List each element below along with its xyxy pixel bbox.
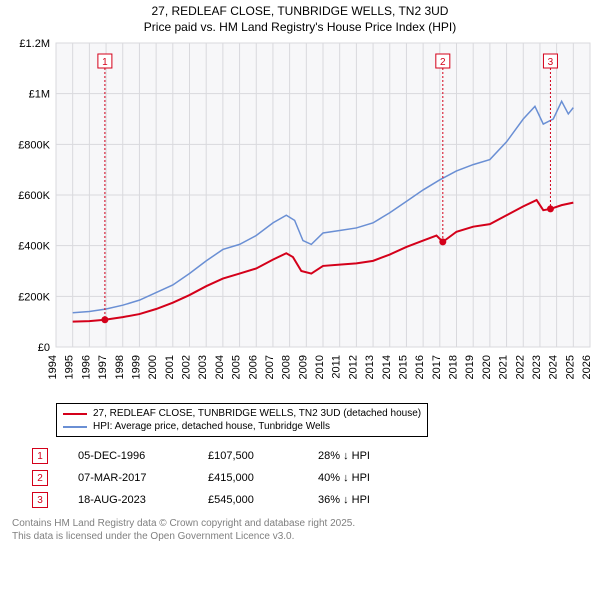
x-tick-label: 2001	[164, 355, 176, 379]
x-tick-label: 2000	[147, 355, 159, 379]
x-tick-label: 2005	[231, 355, 243, 379]
legend-swatch	[63, 413, 87, 415]
x-tick-label: 2004	[214, 355, 226, 379]
legend-label: HPI: Average price, detached house, Tunb…	[93, 420, 330, 433]
marker-dot	[101, 316, 108, 323]
transaction-row: 2 07-MAR-2017 £415,000 40% ↓ HPI	[12, 467, 588, 489]
x-tick-label: 2016	[414, 355, 426, 379]
x-tick-label: 2013	[364, 355, 376, 379]
title-line-2: Price paid vs. HM Land Registry's House …	[0, 20, 600, 36]
transaction-marker: 2	[32, 470, 48, 486]
x-tick-label: 2006	[247, 355, 259, 379]
x-tick-label: 2002	[181, 355, 193, 379]
x-tick-label: 2019	[464, 355, 476, 379]
x-tick-label: 2026	[581, 355, 593, 379]
marker-number: 1	[102, 57, 108, 68]
x-tick-label: 2017	[431, 355, 443, 379]
title-line-1: 27, REDLEAF CLOSE, TUNBRIDGE WELLS, TN2 …	[0, 4, 600, 20]
transaction-date: 07-MAR-2017	[78, 472, 178, 484]
y-tick-label: £1M	[29, 89, 50, 101]
x-tick-label: 2009	[297, 355, 309, 379]
x-tick-label: 2022	[514, 355, 526, 379]
marker-number: 3	[548, 57, 554, 68]
x-tick-label: 2021	[498, 355, 510, 379]
y-tick-label: £200K	[18, 292, 50, 304]
x-tick-label: 2008	[281, 355, 293, 379]
x-tick-label: 1999	[130, 355, 142, 379]
x-tick-label: 1998	[114, 355, 126, 379]
legend-row: HPI: Average price, detached house, Tunb…	[63, 420, 421, 433]
transaction-row: 3 18-AUG-2023 £545,000 36% ↓ HPI	[12, 489, 588, 511]
transaction-marker: 1	[32, 448, 48, 464]
x-tick-label: 2014	[381, 355, 393, 379]
transaction-marker: 3	[32, 492, 48, 508]
marker-dot	[439, 239, 446, 246]
transaction-date: 05-DEC-1996	[78, 450, 178, 462]
marker-number: 2	[440, 57, 446, 68]
x-tick-label: 2018	[448, 355, 460, 379]
y-tick-label: £600K	[18, 190, 50, 202]
legend-label: 27, REDLEAF CLOSE, TUNBRIDGE WELLS, TN2 …	[93, 407, 421, 420]
footer-line-2: This data is licensed under the Open Gov…	[12, 530, 588, 543]
y-tick-label: £800K	[18, 140, 50, 152]
x-tick-label: 2010	[314, 355, 326, 379]
x-tick-label: 2015	[397, 355, 409, 379]
x-tick-label: 2024	[548, 355, 560, 379]
transaction-price: £545,000	[208, 494, 288, 506]
chart-area: £0 £200K £400K £600K £800K £1M £1.2M 1994 1995 19…	[0, 37, 600, 397]
transaction-row: 1 05-DEC-1996 £107,500 28% ↓ HPI	[12, 445, 588, 467]
x-tick-label: 2020	[481, 355, 493, 379]
y-tick-label: £1.2M	[19, 38, 50, 50]
transaction-delta: 40% ↓ HPI	[318, 472, 418, 484]
x-tick-label: 2007	[264, 355, 276, 379]
legend-row: 27, REDLEAF CLOSE, TUNBRIDGE WELLS, TN2 …	[63, 407, 421, 420]
transaction-price: £415,000	[208, 472, 288, 484]
footer-attribution: Contains HM Land Registry data © Crown c…	[12, 517, 588, 543]
marker-dot	[547, 206, 554, 213]
footer-line-1: Contains HM Land Registry data © Crown c…	[12, 517, 588, 530]
transaction-date: 18-AUG-2023	[78, 494, 178, 506]
x-tick-label: 2011	[331, 355, 343, 379]
legend: 27, REDLEAF CLOSE, TUNBRIDGE WELLS, TN2 …	[56, 403, 428, 437]
transaction-price: £107,500	[208, 450, 288, 462]
transaction-delta: 36% ↓ HPI	[318, 494, 418, 506]
x-tick-label: 1994	[47, 355, 59, 379]
x-tick-label: 2012	[347, 355, 359, 379]
x-tick-label: 2025	[564, 355, 576, 379]
x-tick-label: 2003	[197, 355, 209, 379]
x-tick-label: 1997	[97, 355, 109, 379]
legend-swatch	[63, 426, 87, 428]
x-tick-label: 1996	[80, 355, 92, 379]
transaction-delta: 28% ↓ HPI	[318, 450, 418, 462]
transactions-table: 1 05-DEC-1996 £107,500 28% ↓ HPI 2 07-MAR-201…	[12, 445, 588, 511]
y-tick-label: £400K	[18, 241, 50, 253]
chart-title: 27, REDLEAF CLOSE, TUNBRIDGE WELLS, TN2 …	[0, 0, 600, 37]
y-tick-label: £0	[38, 342, 50, 354]
x-tick-label: 2023	[531, 355, 543, 379]
x-tick-label: 1995	[64, 355, 76, 379]
